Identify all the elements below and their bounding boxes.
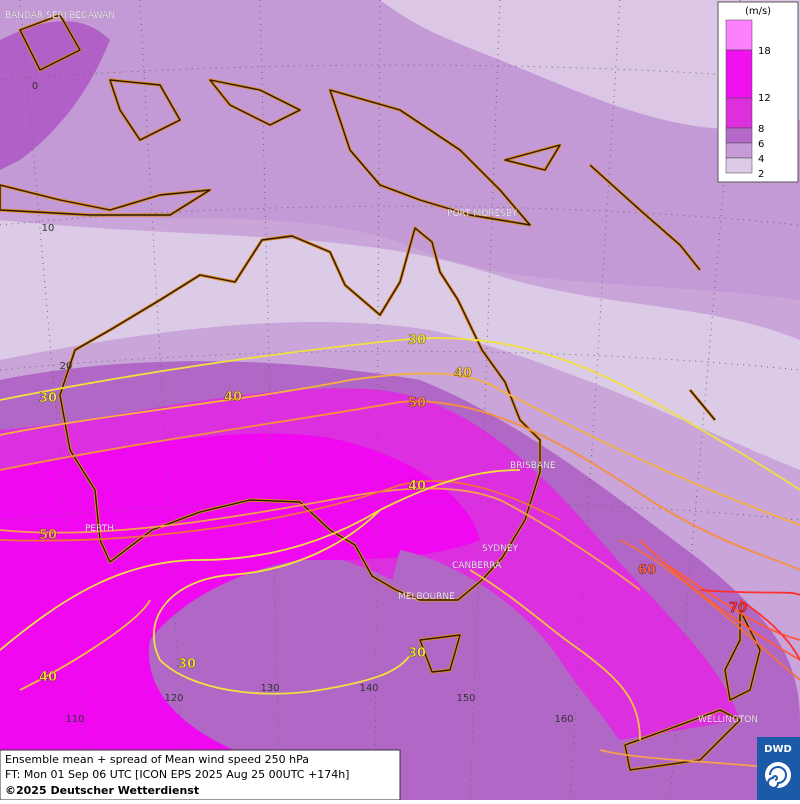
lon-label: 140 xyxy=(359,683,378,694)
lon-label: 120 xyxy=(164,693,183,704)
contour-label: 60 xyxy=(638,563,656,578)
lon-label: 130 xyxy=(260,683,279,694)
contour-label: 30 xyxy=(408,333,426,348)
legend-band xyxy=(725,19,753,51)
footer-box xyxy=(0,749,401,801)
legend-band xyxy=(725,157,753,174)
field-dark xyxy=(0,21,110,171)
lat-label: 0 xyxy=(32,81,38,92)
contour-label: 30 xyxy=(39,391,57,406)
legend-band xyxy=(725,127,753,144)
contour-label: 30 xyxy=(408,646,426,661)
city-label: PORT MORESBY xyxy=(447,209,518,219)
logo-text: DWD xyxy=(764,744,792,755)
legend-level: 18 xyxy=(758,46,771,57)
contour-label: 50 xyxy=(408,396,426,411)
city-label: SYDNEY xyxy=(482,544,519,554)
contour-label: 30 xyxy=(178,657,196,672)
logo-emblem xyxy=(765,762,791,788)
city-label: BRISBANE xyxy=(510,461,556,471)
footer-line: FT: Mon 01 Sep 06 UTC [ICON EPS 2025 Aug… xyxy=(5,768,349,781)
footer-line: Ensemble mean + spread of Mean wind spee… xyxy=(5,753,309,766)
city-label: BANDAR SERI BEGAWAN xyxy=(5,11,115,21)
contour-label: 40 xyxy=(454,366,472,381)
coastlines xyxy=(0,13,762,772)
field-gap xyxy=(385,550,622,760)
lon-label: 110 xyxy=(65,714,84,725)
legend-level: 4 xyxy=(758,154,764,165)
legend-band xyxy=(725,142,753,159)
legend-unit: (m/s) xyxy=(745,6,771,17)
lat-label: 20 xyxy=(60,361,73,372)
contour-label: 40 xyxy=(39,670,57,685)
footer-line: ©2025 Deutscher Wetterdienst xyxy=(5,784,199,797)
isotachs xyxy=(0,337,800,771)
city-label: MELBOURNE xyxy=(398,592,455,602)
lon-label: 150 xyxy=(456,693,475,704)
legend-band xyxy=(725,97,753,129)
field-jet-core xyxy=(0,433,480,760)
legend-level: 12 xyxy=(758,93,771,104)
contour-label: 50 xyxy=(39,528,57,543)
contour-label: 40 xyxy=(408,479,426,494)
city-label: CANBERRA xyxy=(452,561,502,571)
city-label: PERTH xyxy=(85,524,114,534)
legend-band xyxy=(725,49,753,99)
logo-swirl xyxy=(767,766,787,789)
lon-label: 160 xyxy=(554,714,573,725)
lat-label: 10 xyxy=(42,223,55,234)
legend-level: 2 xyxy=(758,169,764,180)
contour-label: 70 xyxy=(729,601,747,616)
legend-level: 8 xyxy=(758,124,764,135)
field-light xyxy=(380,0,800,130)
legend: (m/s) 18 12 8 6 4 2 xyxy=(717,1,799,183)
legend-level: 6 xyxy=(758,139,764,150)
city-label: WELLINGTON xyxy=(698,715,758,725)
contour-label: 40 xyxy=(224,390,242,405)
contour-labels: 30 40 50 30 40 40 50 60 70 30 30 40 xyxy=(39,333,747,685)
field-light xyxy=(0,220,800,470)
